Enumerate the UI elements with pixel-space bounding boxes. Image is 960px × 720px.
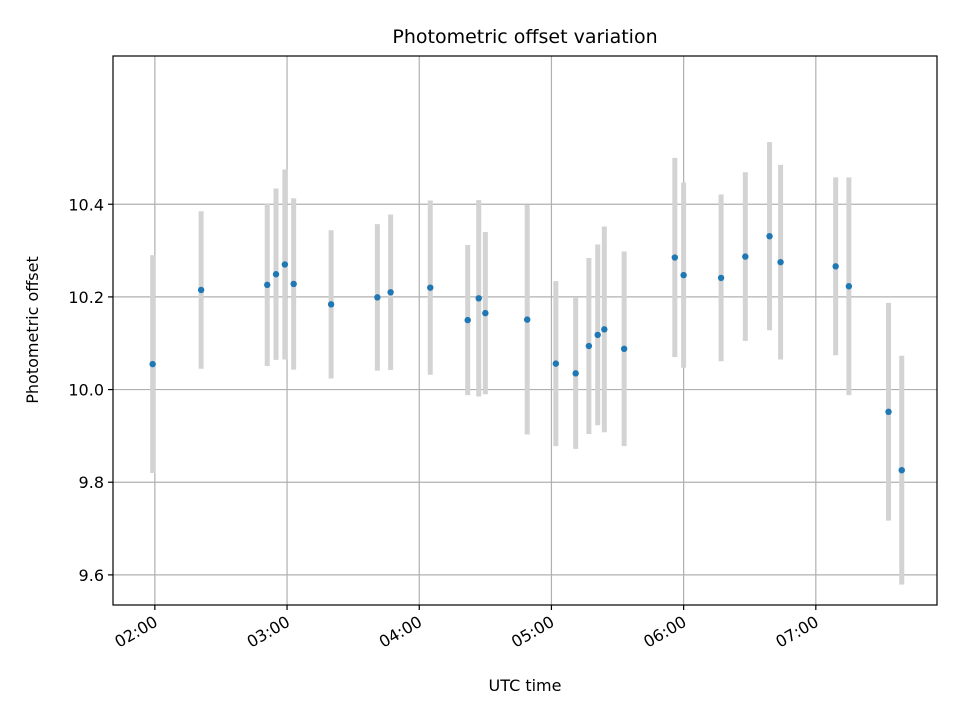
data-point — [742, 253, 749, 260]
data-point — [290, 280, 297, 288]
y-tick-label: 10.0 — [68, 381, 104, 400]
data-point — [482, 309, 489, 317]
data-point — [149, 360, 156, 368]
data-point — [845, 283, 853, 290]
data-point — [572, 370, 579, 377]
data-point — [197, 286, 205, 294]
data-point — [594, 331, 601, 339]
data-point — [387, 289, 394, 296]
data-point — [427, 284, 434, 291]
data-point — [671, 254, 679, 261]
data-point — [374, 294, 381, 301]
data-point — [680, 271, 687, 279]
y-tick-label: 9.6 — [79, 566, 104, 585]
data-point — [832, 263, 839, 270]
y-tick-label: 10.2 — [68, 288, 104, 307]
y-tick-label: 9.8 — [79, 473, 104, 492]
y-tick-label: 10.4 — [68, 195, 104, 214]
y-axis-ticks: 9.6 9.8 10.0 10.2 10.4 — [68, 195, 113, 585]
y-axis-title: Photometric offset — [23, 256, 42, 404]
data-point — [272, 271, 280, 278]
data-point — [281, 261, 289, 268]
data-point — [264, 281, 271, 289]
data-point — [885, 408, 892, 416]
chart-title: Photometric offset variation — [392, 26, 657, 48]
data-point — [777, 258, 784, 266]
x-axis-title: UTC time — [489, 676, 562, 695]
data-point — [524, 316, 531, 323]
data-point — [766, 233, 773, 240]
data-point — [327, 301, 335, 308]
data-point — [620, 345, 628, 352]
data-point — [585, 342, 593, 350]
data-point — [898, 466, 905, 474]
data-point — [717, 274, 725, 282]
data-points — [149, 233, 905, 474]
data-point — [475, 295, 482, 302]
data-point — [601, 326, 608, 333]
plot-frame — [112, 55, 938, 606]
data-point — [464, 316, 471, 324]
data-point — [552, 360, 560, 367]
